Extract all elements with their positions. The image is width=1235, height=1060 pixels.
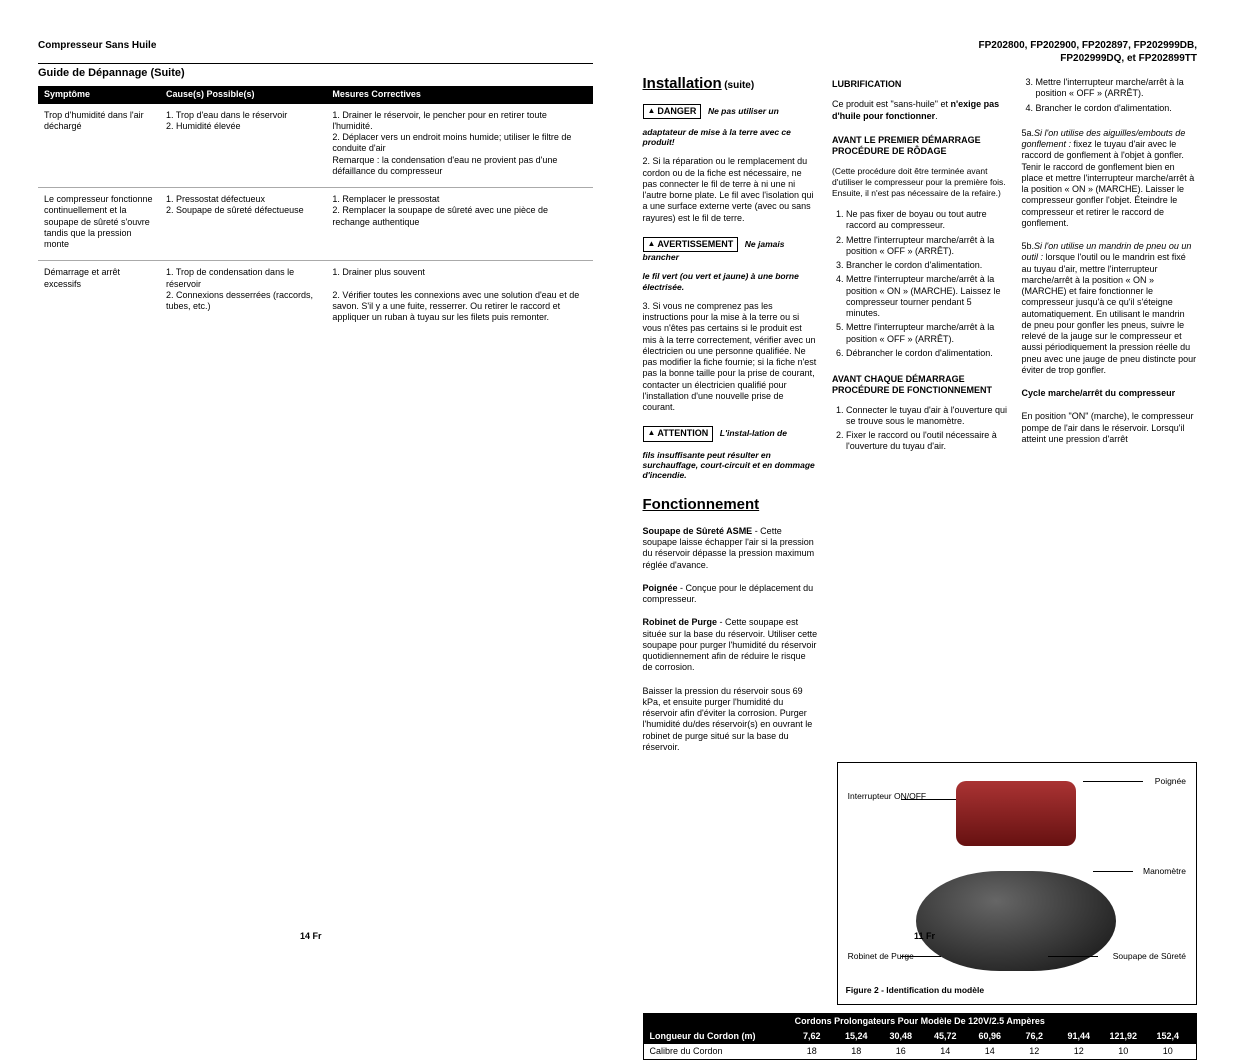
cord-cell: 45,72 bbox=[923, 1031, 968, 1042]
figure-2: Interrupteur ON/OFF Poignée Manomètre Ro… bbox=[837, 762, 1197, 1005]
r3-5b: 5b.Si l'on utilise un mandrin de pneu ou… bbox=[1022, 241, 1198, 376]
cycle-head: Cycle marche/arrêt du compresseur bbox=[1022, 388, 1198, 399]
list-item: Ne pas fixer de boyau ou tout autre racc… bbox=[846, 209, 1008, 232]
inst-step-3: 3. Si vous ne comprenez pas les instruct… bbox=[643, 301, 819, 414]
cord-table: Cordons Prolongateurs Pour Modèle De 120… bbox=[643, 1013, 1198, 1060]
apd-head: AVANT LE PREMIER DÉMARRAGE PROCÉDURE DE … bbox=[832, 135, 1008, 158]
fonc-p2: Poignée - Conçue pour le déplacement du … bbox=[643, 583, 819, 606]
r3-5a: 5a.Si l'on utilise des aiguilles/embouts… bbox=[1022, 128, 1198, 229]
fonctionnement-heading: Fonctionnement bbox=[643, 496, 819, 515]
cord-header-row: Longueur du Cordon (m) 7,6215,2430,4845,… bbox=[644, 1029, 1197, 1044]
cord-cell: 7,62 bbox=[790, 1031, 835, 1042]
header-left: Compresseur Sans Huile bbox=[38, 40, 593, 53]
cord-cell: 18 bbox=[790, 1046, 835, 1057]
attention-body: fils insuffisante peut résulter en surch… bbox=[643, 450, 819, 481]
cord-cell: 16 bbox=[879, 1046, 924, 1057]
table-cell: Le compresseur fonctionne continuellemen… bbox=[38, 188, 160, 261]
cord-cell: 14 bbox=[923, 1046, 968, 1057]
table-cell: 1. Trop de condensation dans le réservoi… bbox=[160, 261, 326, 334]
apd-list: Ne pas fixer de boyau ou tout autre racc… bbox=[832, 209, 1008, 362]
tg-col-cause: Cause(s) Possible(s) bbox=[160, 86, 326, 103]
r3-list: Mettre l'interrupteur marche/arrêt à la … bbox=[1022, 77, 1198, 117]
list-item: Brancher le cordon d'alimentation. bbox=[1036, 103, 1198, 114]
table-cell: 1. Pressostat défectueux 2. Soupape de s… bbox=[160, 188, 326, 261]
table-cell: 1. Drainer plus souvent 2. Vérifier tout… bbox=[326, 261, 592, 334]
list-item: Fixer le raccord ou l'outil nécessaire à… bbox=[846, 430, 1008, 453]
cord-cell: 15,24 bbox=[834, 1031, 879, 1042]
acd-list: Connecter le tuyau d'air à l'ouverture q… bbox=[832, 405, 1008, 456]
list-item: Mettre l'interrupteur marche/arrêt à la … bbox=[846, 274, 1008, 319]
attention-label: ATTENTION bbox=[643, 426, 714, 441]
cord-cell: 18 bbox=[834, 1046, 879, 1057]
acd-head: AVANT CHAQUE DÉMARRAGE PROCÉDURE DE FONC… bbox=[832, 374, 1008, 397]
label-poignee: Poignée bbox=[1155, 776, 1186, 787]
avert-block: AVERTISSEMENT Ne jamais brancher bbox=[643, 237, 819, 264]
danger-block: DANGER Ne pas utiliser un bbox=[643, 104, 819, 119]
list-item: Connecter le tuyau d'air à l'ouverture q… bbox=[846, 405, 1008, 428]
cord-cell: 12 bbox=[1012, 1046, 1057, 1057]
installation-heading: Installation (suite) bbox=[643, 75, 819, 94]
table-cell: 1. Trop d'eau dans le réservoir 2. Humid… bbox=[160, 104, 326, 188]
label-soupape: Soupape de Sûreté bbox=[1113, 951, 1186, 962]
page-num-right: 11 Fr bbox=[914, 931, 935, 942]
list-item: Brancher le cordon d'alimentation. bbox=[846, 260, 1008, 271]
inst-step-2: 2. Si la réparation ou le remplacement d… bbox=[643, 156, 819, 224]
cord-cell: 60,96 bbox=[968, 1031, 1013, 1042]
table-cell: 1. Remplacer le pressostat 2. Remplacer … bbox=[326, 188, 592, 261]
cycle-p: En position "ON" (marche), le compresseu… bbox=[1022, 411, 1198, 445]
cord-data-row: Calibre du Cordon 181816141412121010 bbox=[644, 1044, 1197, 1059]
apd-note: (Cette procédure doit être terminée avan… bbox=[832, 166, 1008, 198]
cord-cell: 121,92 bbox=[1101, 1031, 1146, 1042]
cord-cell: 10 bbox=[1146, 1046, 1191, 1057]
lub-head: LUBRIFICATION bbox=[832, 79, 1008, 90]
cord-cell: 152,4 bbox=[1146, 1031, 1191, 1042]
label-mano: Manomètre bbox=[1143, 866, 1186, 877]
table-cell: Trop d'humidité dans l'air déchargé bbox=[38, 104, 160, 188]
cord-cell: 91,44 bbox=[1057, 1031, 1102, 1042]
lub-p: Ce produit est "sans-huile" et n'exige p… bbox=[832, 99, 1008, 122]
cord-cell: 12 bbox=[1057, 1046, 1102, 1057]
header-right: FP202800, FP202900, FP202897, FP202999DB… bbox=[643, 40, 1198, 65]
list-item: Mettre l'interrupteur marche/arrêt à la … bbox=[846, 322, 1008, 345]
attention-block: ATTENTION L'instal-lation de bbox=[643, 426, 819, 441]
fonc-p1: Soupape de Sûreté ASME - Cette soupape l… bbox=[643, 526, 819, 571]
danger-body: adaptateur de mise à la terre avec ce pr… bbox=[643, 127, 819, 147]
fig-caption: Figure 2 - Identification du modèle bbox=[846, 985, 1188, 996]
list-item: Mettre l'interrupteur marche/arrêt à la … bbox=[1036, 77, 1198, 100]
tg-title: Guide de Dépannage (Suite) bbox=[38, 63, 593, 81]
cord-cell: 30,48 bbox=[879, 1031, 924, 1042]
troubleshoot-table: Symptôme Cause(s) Possible(s) Mesures Co… bbox=[38, 86, 593, 333]
table-cell: Démarrage et arrêt excessifs bbox=[38, 261, 160, 334]
page-num-left: 14 Fr bbox=[300, 931, 322, 942]
avert-label: AVERTISSEMENT bbox=[643, 237, 739, 252]
avert-body: le fil vert (ou vert et jaune) à une bor… bbox=[643, 271, 819, 291]
cord-cell: 14 bbox=[968, 1046, 1013, 1057]
cord-cell: 10 bbox=[1101, 1046, 1146, 1057]
table-cell: 1. Drainer le réservoir, le pencher pour… bbox=[326, 104, 592, 188]
tg-col-sym: Symptôme bbox=[38, 86, 160, 103]
list-item: Débrancher le cordon d'alimentation. bbox=[846, 348, 1008, 359]
label-onoff: Interrupteur ON/OFF bbox=[848, 791, 926, 802]
tg-col-fix: Mesures Correctives bbox=[326, 86, 592, 103]
danger-label: DANGER bbox=[643, 104, 702, 119]
cord-title: Cordons Prolongateurs Pour Modèle De 120… bbox=[644, 1014, 1197, 1029]
list-item: Mettre l'interrupteur marche/arrêt à la … bbox=[846, 235, 1008, 258]
fonc-p3: Robinet de Purge - Cette soupape est sit… bbox=[643, 617, 819, 673]
fonc-p4: Baisser la pression du réservoir sous 69… bbox=[643, 686, 819, 754]
cord-cell: 76,2 bbox=[1012, 1031, 1057, 1042]
